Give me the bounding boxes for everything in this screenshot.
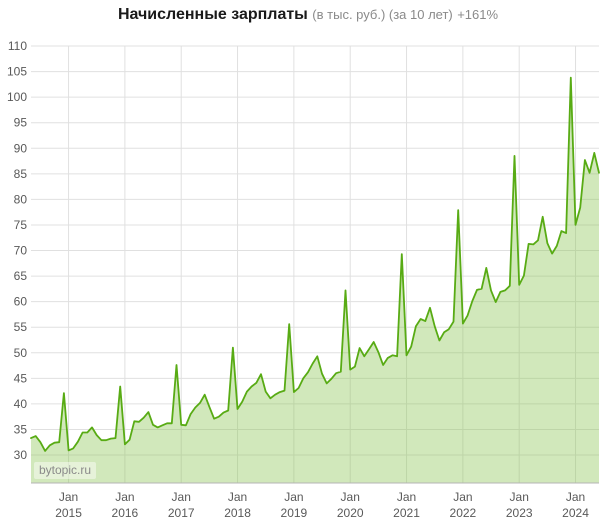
y-tick-label: 30 <box>14 448 28 462</box>
salary-area <box>31 77 599 483</box>
x-tick-month-label: Jan <box>397 490 416 504</box>
y-tick-label: 95 <box>14 116 28 130</box>
x-tick-month-label: Jan <box>566 490 585 504</box>
x-tick-month-label: Jan <box>228 490 247 504</box>
x-tick-year-label: 2020 <box>337 506 364 520</box>
watermark: bytopic.ru <box>34 462 97 479</box>
y-tick-label: 55 <box>14 320 28 334</box>
x-tick-month-label: Jan <box>115 490 134 504</box>
y-tick-label: 100 <box>7 90 27 104</box>
y-tick-label: 60 <box>14 295 28 309</box>
y-tick-label: 90 <box>14 141 28 155</box>
y-tick-label: 110 <box>8 39 27 53</box>
y-tick-label: 105 <box>7 65 27 79</box>
y-tick-label: 50 <box>14 346 28 360</box>
y-tick-label: 40 <box>14 397 28 411</box>
chart-title-main: Начисленные зарплаты <box>117 6 308 23</box>
x-tick-month-label: Jan <box>510 490 529 504</box>
y-tick-label: 65 <box>14 269 28 283</box>
x-tick-month-label: Jan <box>59 490 78 504</box>
x-tick-year-label: 2016 <box>112 506 139 520</box>
chart-title-change: +161% <box>457 7 499 22</box>
y-tick-label: 75 <box>14 218 28 232</box>
y-tick-label: 35 <box>14 422 28 436</box>
x-tick-year-label: 2022 <box>450 506 477 520</box>
y-tick-label: 80 <box>14 192 28 206</box>
chart-title-sub: (в тыс. руб.) (за 10 лет) <box>312 7 453 22</box>
salary-line <box>30 76 600 452</box>
x-tick-month-label: Jan <box>284 490 303 504</box>
y-tick-label: 70 <box>14 244 28 258</box>
x-tick-year-label: 2018 <box>224 506 251 520</box>
x-tick-month-label: Jan <box>172 490 191 504</box>
x-tick-month-label: Jan <box>453 490 472 504</box>
x-tick-year-label: 2015 <box>55 506 82 520</box>
x-tick-year-label: 2024 <box>562 506 589 520</box>
y-tick-label: 45 <box>14 371 28 385</box>
x-tick-year-label: 2017 <box>168 506 195 520</box>
x-tick-month-label: Jan <box>341 490 360 504</box>
chart-title: Начисленные зарплаты (в тыс. руб.) (за 1… <box>0 6 616 24</box>
y-tick-label: 85 <box>14 167 28 181</box>
x-tick-year-label: 2019 <box>281 506 308 520</box>
x-tick-year-label: 2021 <box>393 506 420 520</box>
x-tick-year-label: 2023 <box>506 506 533 520</box>
